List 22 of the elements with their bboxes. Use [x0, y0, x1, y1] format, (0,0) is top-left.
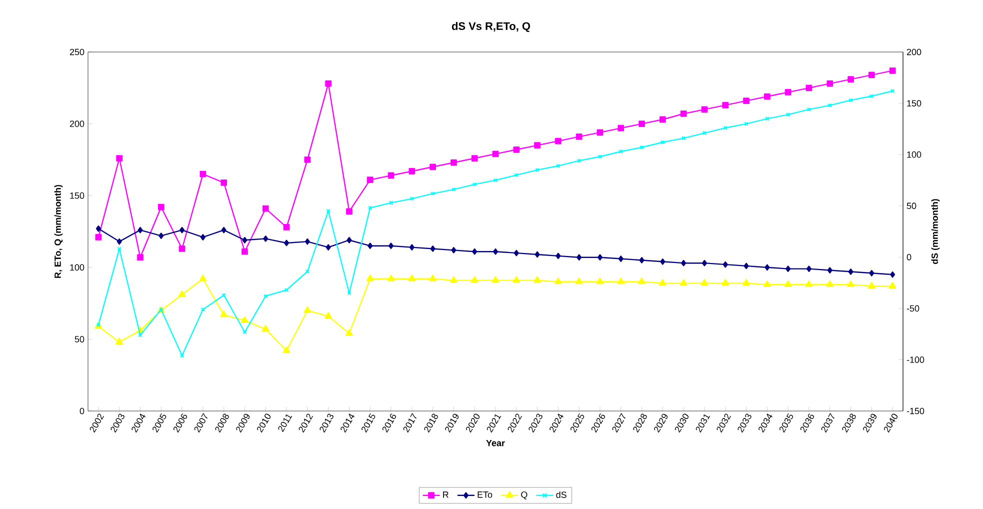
y-tick-label: 0	[80, 408, 84, 414]
y2-tick-label: -50	[906, 305, 920, 312]
y-tick-label: 50	[74, 336, 84, 342]
y-tick-label: 200	[70, 120, 84, 127]
y2-tick-label: 100	[907, 151, 922, 158]
y-axis-title: R, ETo, Q (mm/month)	[54, 184, 63, 278]
y-tick-label: 250	[70, 48, 84, 56]
y2-tick-label: 0	[906, 254, 912, 260]
legend-label: ETo	[478, 492, 492, 498]
legend-label: Q	[521, 491, 528, 500]
y2-tick-label: -150	[906, 408, 924, 414]
legend-label: dS	[556, 491, 566, 498]
y2-axis-title: dS (mm/month)	[931, 199, 940, 264]
y-tick-label: 100	[70, 264, 84, 271]
chart-title: dS Vs R,ETo, Q	[452, 22, 530, 32]
y2-tick-label: 150	[907, 100, 922, 106]
y2-tick-label: 50	[906, 202, 916, 210]
x-axis-title: Year	[486, 440, 505, 446]
y2-tick-label: -100	[906, 356, 924, 363]
y2-tick-label: 200	[906, 48, 922, 56]
y-tick-label: 150	[70, 192, 84, 199]
legend-label: R	[443, 492, 448, 498]
